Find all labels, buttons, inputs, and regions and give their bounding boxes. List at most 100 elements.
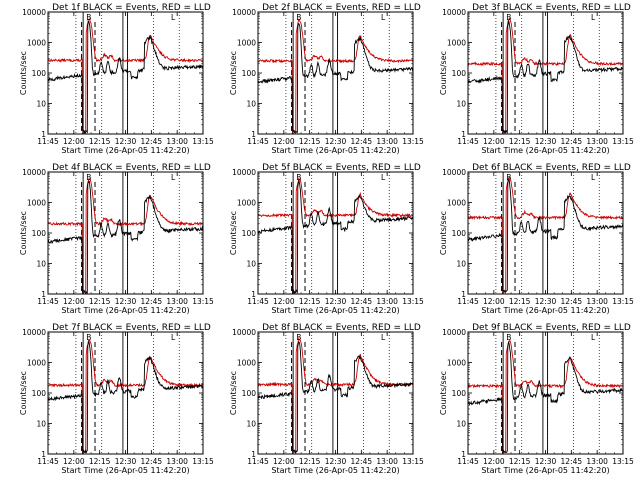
y-axis-label: Counts/sec — [439, 51, 448, 95]
x-tick-label: 12:15 — [89, 137, 111, 146]
y-tick-label: 100 — [32, 69, 47, 78]
x-tick-label: 12:00 — [273, 297, 295, 306]
x-axis-label: Start Time (26-Apr-05 11:42:20) — [481, 146, 609, 155]
y-axis-label: Counts/sec — [439, 371, 448, 415]
y-tick-label: 10000 — [442, 328, 466, 337]
x-axis-label: Start Time (26-Apr-05 11:42:20) — [481, 306, 609, 315]
x-tick-label: 13:15 — [192, 137, 214, 146]
x-tick-label: 12:45 — [141, 457, 163, 466]
panel-title: Det 3f BLACK = Events, RED = LLD — [472, 3, 631, 13]
y-axis-label: Counts/sec — [439, 211, 448, 255]
x-tick-label: 13:00 — [376, 137, 398, 146]
series-events — [467, 340, 624, 454]
y-tick-label: 1000 — [237, 359, 256, 368]
y-tick-label: 1000 — [27, 199, 46, 208]
panel-title: Det 7f BLACK = Events, RED = LLD — [52, 323, 211, 333]
x-axis-label: Start Time (26-Apr-05 11:42:20) — [61, 466, 189, 475]
x-tick-label: 11:45 — [37, 297, 59, 306]
x-axis-label: Start Time (26-Apr-05 11:42:20) — [61, 146, 189, 155]
x-tick-label: 12:30 — [325, 297, 347, 306]
marker-b: B — [506, 333, 511, 342]
y-axis-label: Counts/sec — [229, 211, 238, 255]
marker-b: B — [506, 173, 511, 182]
x-tick-label: 12:15 — [509, 137, 531, 146]
x-tick-label: 12:45 — [141, 297, 163, 306]
x-tick-label: 12:15 — [89, 297, 111, 306]
x-tick-label: 12:45 — [561, 457, 583, 466]
marker-b: B — [296, 333, 301, 342]
y-tick-label: 1 — [461, 290, 466, 299]
series-events — [467, 20, 624, 135]
series-events — [468, 178, 624, 294]
plot-frame — [467, 331, 624, 455]
x-tick-label: 12:30 — [115, 137, 137, 146]
x-tick-label: 12:00 — [273, 137, 295, 146]
marker-b: B — [86, 333, 91, 342]
x-tick-label: 13:00 — [586, 297, 608, 306]
y-tick-label: 1 — [41, 290, 46, 299]
x-tick-label: 13:15 — [612, 137, 634, 146]
y-tick-label: 100 — [452, 229, 467, 238]
x-tick-label: 12:30 — [535, 457, 557, 466]
y-tick-label: 10 — [36, 100, 46, 109]
series-lld — [257, 336, 413, 454]
series-lld — [47, 17, 204, 134]
x-tick-label: 12:45 — [351, 457, 373, 466]
x-tick-label: 12:30 — [115, 457, 137, 466]
x-tick-label: 11:45 — [457, 457, 479, 466]
plot-frame — [47, 331, 204, 455]
y-tick-label: 1 — [461, 450, 466, 459]
x-tick-label: 13:15 — [192, 457, 214, 466]
marker-l: L — [171, 173, 176, 182]
x-tick-label: 12:15 — [509, 457, 531, 466]
y-tick-label: 10 — [456, 100, 466, 109]
y-tick-label: 100 — [452, 69, 467, 78]
y-tick-label: 1000 — [237, 199, 256, 208]
marker-b: B — [86, 13, 91, 22]
x-axis-label: Start Time (26-Apr-05 11:42:20) — [271, 146, 399, 155]
plot-frame — [257, 171, 414, 295]
y-tick-label: 100 — [452, 389, 467, 398]
y-tick-label: 10000 — [442, 8, 466, 17]
x-tick-label: 13:00 — [586, 137, 608, 146]
y-tick-label: 1 — [41, 450, 46, 459]
x-tick-label: 12:00 — [63, 137, 85, 146]
x-tick-label: 13:00 — [166, 297, 188, 306]
panel-title: Det 9f BLACK = Events, RED = LLD — [472, 323, 631, 333]
y-tick-label: 1 — [461, 130, 466, 139]
x-tick-label: 12:30 — [115, 297, 137, 306]
x-tick-label: 12:30 — [325, 457, 347, 466]
series-events — [47, 20, 204, 135]
x-tick-label: 12:00 — [483, 137, 505, 146]
x-tick-label: 13:00 — [166, 457, 188, 466]
panel-title: Det 5f BLACK = Events, RED = LLD — [262, 163, 421, 173]
marker-b: B — [296, 13, 301, 22]
panel-title: Det 2f BLACK = Events, RED = LLD — [262, 3, 421, 13]
panel-title: Det 4f BLACK = Events, RED = LLD — [52, 163, 211, 173]
y-tick-label: 100 — [242, 389, 257, 398]
y-tick-label: 1 — [251, 450, 256, 459]
x-tick-label: 13:15 — [402, 297, 424, 306]
series-lld — [47, 339, 204, 454]
plot-frame — [47, 11, 204, 135]
y-tick-label: 1000 — [27, 39, 46, 48]
y-tick-label: 10000 — [232, 328, 256, 337]
y-axis-label: Counts/sec — [229, 51, 238, 95]
x-tick-label: 12:00 — [63, 297, 85, 306]
marker-l: L — [381, 333, 386, 342]
x-tick-label: 12:45 — [561, 137, 583, 146]
x-tick-label: 11:45 — [247, 137, 269, 146]
marker-l: L — [171, 333, 176, 342]
x-tick-label: 13:15 — [612, 457, 634, 466]
x-tick-label: 12:30 — [325, 137, 347, 146]
plot-frame — [257, 331, 414, 455]
series-lld — [257, 18, 414, 135]
y-axis-label: Counts/sec — [19, 371, 28, 415]
x-tick-label: 11:45 — [37, 137, 59, 146]
